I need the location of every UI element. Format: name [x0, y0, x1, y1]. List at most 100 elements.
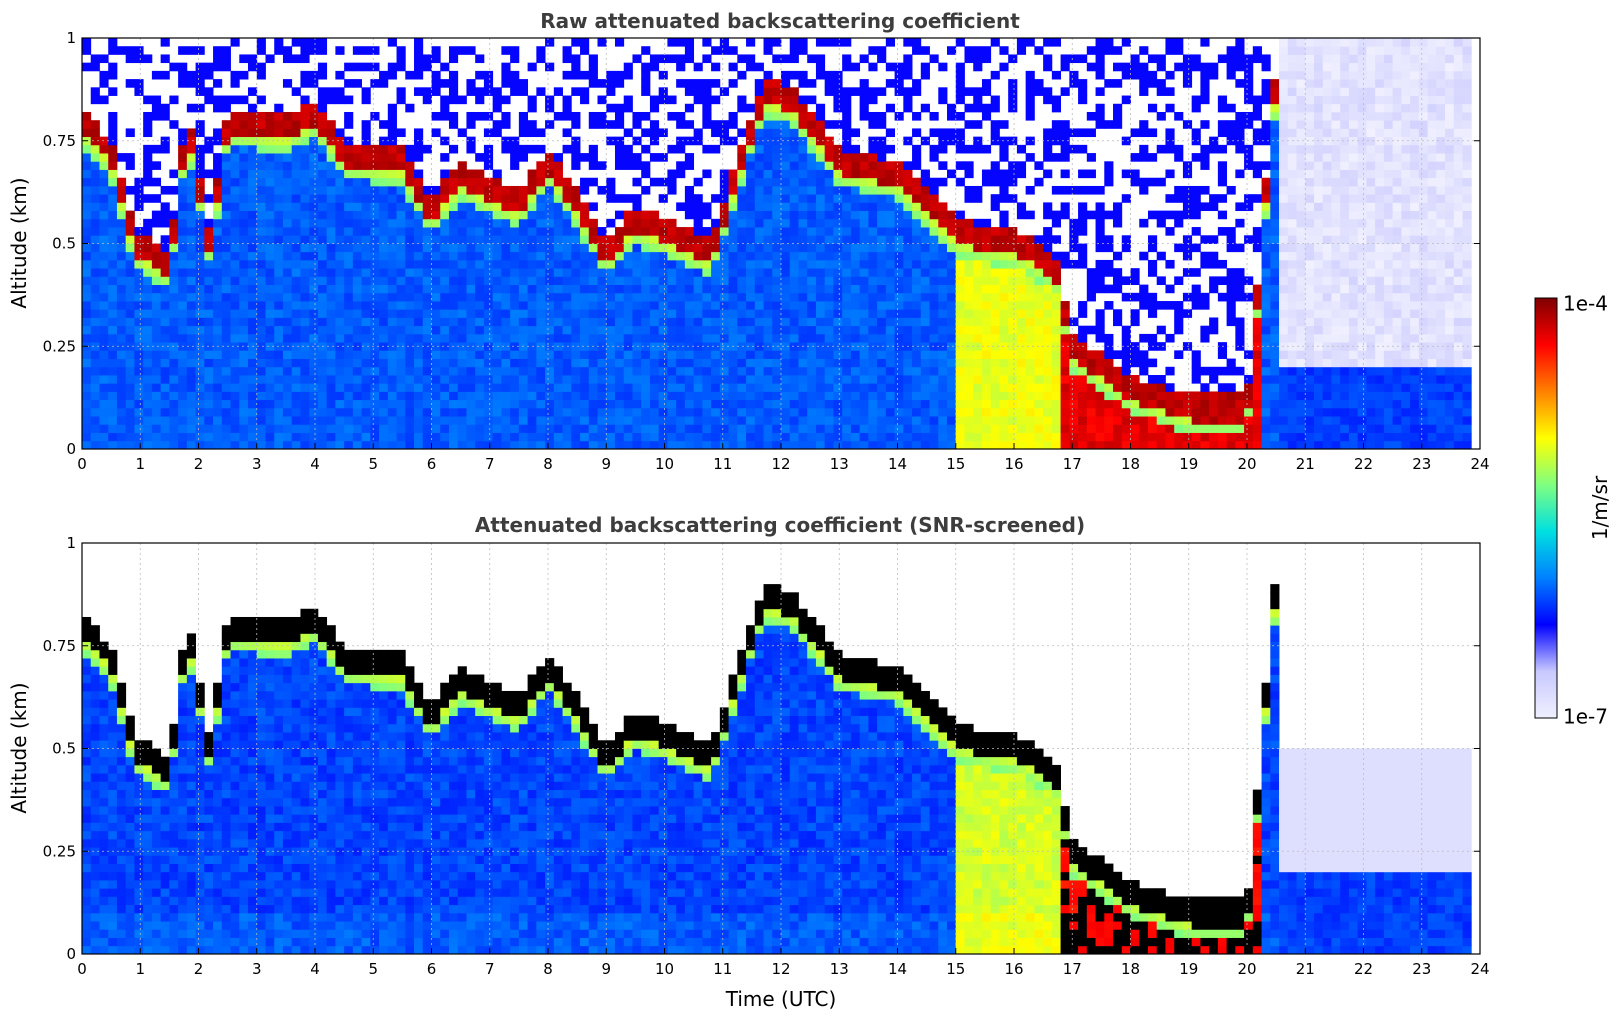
heatmap-cell — [781, 276, 791, 285]
heatmap-cell — [82, 424, 92, 433]
heatmap-cell — [440, 383, 450, 392]
heatmap-cell — [501, 325, 511, 335]
heatmap-cell — [317, 153, 328, 162]
heatmap-cell — [763, 309, 773, 318]
heatmap-cell — [204, 416, 214, 425]
heatmap-cell — [448, 185, 459, 195]
heatmap-cell — [440, 103, 450, 113]
heatmap-cell — [309, 416, 319, 425]
heatmap-cell — [632, 284, 642, 294]
heatmap-cell — [912, 259, 922, 269]
heatmap-cell — [291, 268, 301, 277]
heatmap-cell — [90, 161, 100, 170]
heatmap-cell — [815, 251, 826, 261]
heatmap-cell — [248, 243, 258, 253]
heatmap-cell — [623, 301, 633, 310]
heatmap-cell — [772, 391, 782, 401]
heatmap-cell — [143, 440, 153, 450]
heatmap-cell — [772, 194, 782, 203]
heatmap-cell — [850, 177, 861, 187]
heatmap-cell — [1051, 259, 1061, 269]
heatmap-cell — [641, 284, 651, 294]
heatmap-cell — [282, 440, 293, 450]
heatmap-cell — [658, 227, 668, 236]
heatmap-cell — [466, 235, 476, 244]
heatmap-cell — [597, 375, 607, 384]
heatmap-cell — [440, 309, 450, 318]
heatmap-cell — [422, 95, 432, 105]
heatmap-cell — [842, 144, 852, 154]
heatmap-cell — [143, 276, 153, 285]
heatmap-cell — [658, 325, 668, 335]
heatmap-cell — [1008, 301, 1018, 310]
heatmap-cell — [973, 46, 983, 55]
heatmap-cell — [457, 375, 467, 384]
heatmap-cell — [973, 424, 983, 433]
heatmap-cell — [1191, 292, 1201, 302]
heatmap-cell — [658, 70, 668, 80]
heatmap-cell — [414, 185, 424, 195]
heatmap-cell — [134, 309, 144, 318]
heatmap-cell — [108, 177, 118, 187]
heatmap-cell — [1174, 399, 1184, 409]
heatmap-cell — [1156, 342, 1166, 351]
heatmap-cell — [999, 399, 1009, 409]
heatmap-cell — [440, 153, 450, 162]
heatmap-cell — [649, 325, 660, 335]
heatmap-cell — [1034, 87, 1044, 96]
heatmap-cell — [116, 383, 127, 392]
heatmap-cell — [466, 136, 476, 146]
heatmap-cell — [868, 87, 878, 96]
heatmap-cell — [151, 210, 162, 220]
heatmap-cell — [833, 259, 843, 269]
heatmap-cell — [815, 128, 826, 138]
heatmap-cell — [1034, 317, 1044, 327]
heatmap-cell — [448, 284, 459, 294]
heatmap-cell — [186, 416, 196, 425]
heatmap-cell — [553, 358, 563, 368]
heatmap-cell — [719, 440, 729, 450]
heatmap-cell — [623, 218, 633, 228]
heatmap-cell — [422, 391, 432, 401]
heatmap-cell — [282, 284, 293, 294]
heatmap-cell — [1043, 268, 1053, 277]
heatmap-cell — [448, 227, 459, 236]
heatmap-cell — [300, 161, 310, 170]
heatmap-cell — [414, 38, 424, 47]
heatmap-cell — [317, 350, 328, 359]
heatmap-cell — [317, 169, 328, 179]
heatmap-cell — [885, 218, 895, 228]
heatmap-cell — [929, 194, 939, 203]
heatmap-cell — [667, 317, 677, 327]
heatmap-cell — [920, 416, 930, 425]
heatmap-cell — [920, 103, 930, 113]
heatmap-cell — [920, 177, 930, 187]
heatmap-cell — [1165, 391, 1175, 401]
heatmap-cell — [195, 128, 205, 138]
heatmap-cell — [169, 259, 179, 269]
heatmap-cell — [387, 383, 397, 392]
heatmap-cell — [387, 218, 397, 228]
heatmap-cell — [1078, 432, 1088, 442]
heatmap-cell — [178, 383, 188, 392]
heatmap-cell — [842, 407, 852, 417]
heatmap-cell — [431, 432, 441, 442]
heatmap-cell — [1095, 309, 1105, 318]
heatmap-cell — [108, 194, 118, 203]
heatmap-cell — [815, 276, 826, 285]
heatmap-cell — [361, 358, 371, 368]
heatmap-cell — [527, 301, 537, 310]
heatmap-cell — [912, 399, 922, 409]
heatmap-cell — [737, 366, 747, 376]
heatmap-cell — [125, 54, 135, 64]
heatmap-cell — [352, 259, 362, 269]
heatmap-cell — [789, 301, 799, 310]
heatmap-cell — [955, 366, 965, 376]
heatmap-cell — [1016, 350, 1027, 359]
heatmap-cell — [291, 38, 301, 47]
heatmap-cell — [1043, 243, 1053, 253]
heatmap-cell — [868, 202, 878, 212]
heatmap-cell — [641, 292, 651, 302]
heatmap-cell — [1121, 62, 1131, 72]
heatmap-cell — [964, 301, 974, 310]
